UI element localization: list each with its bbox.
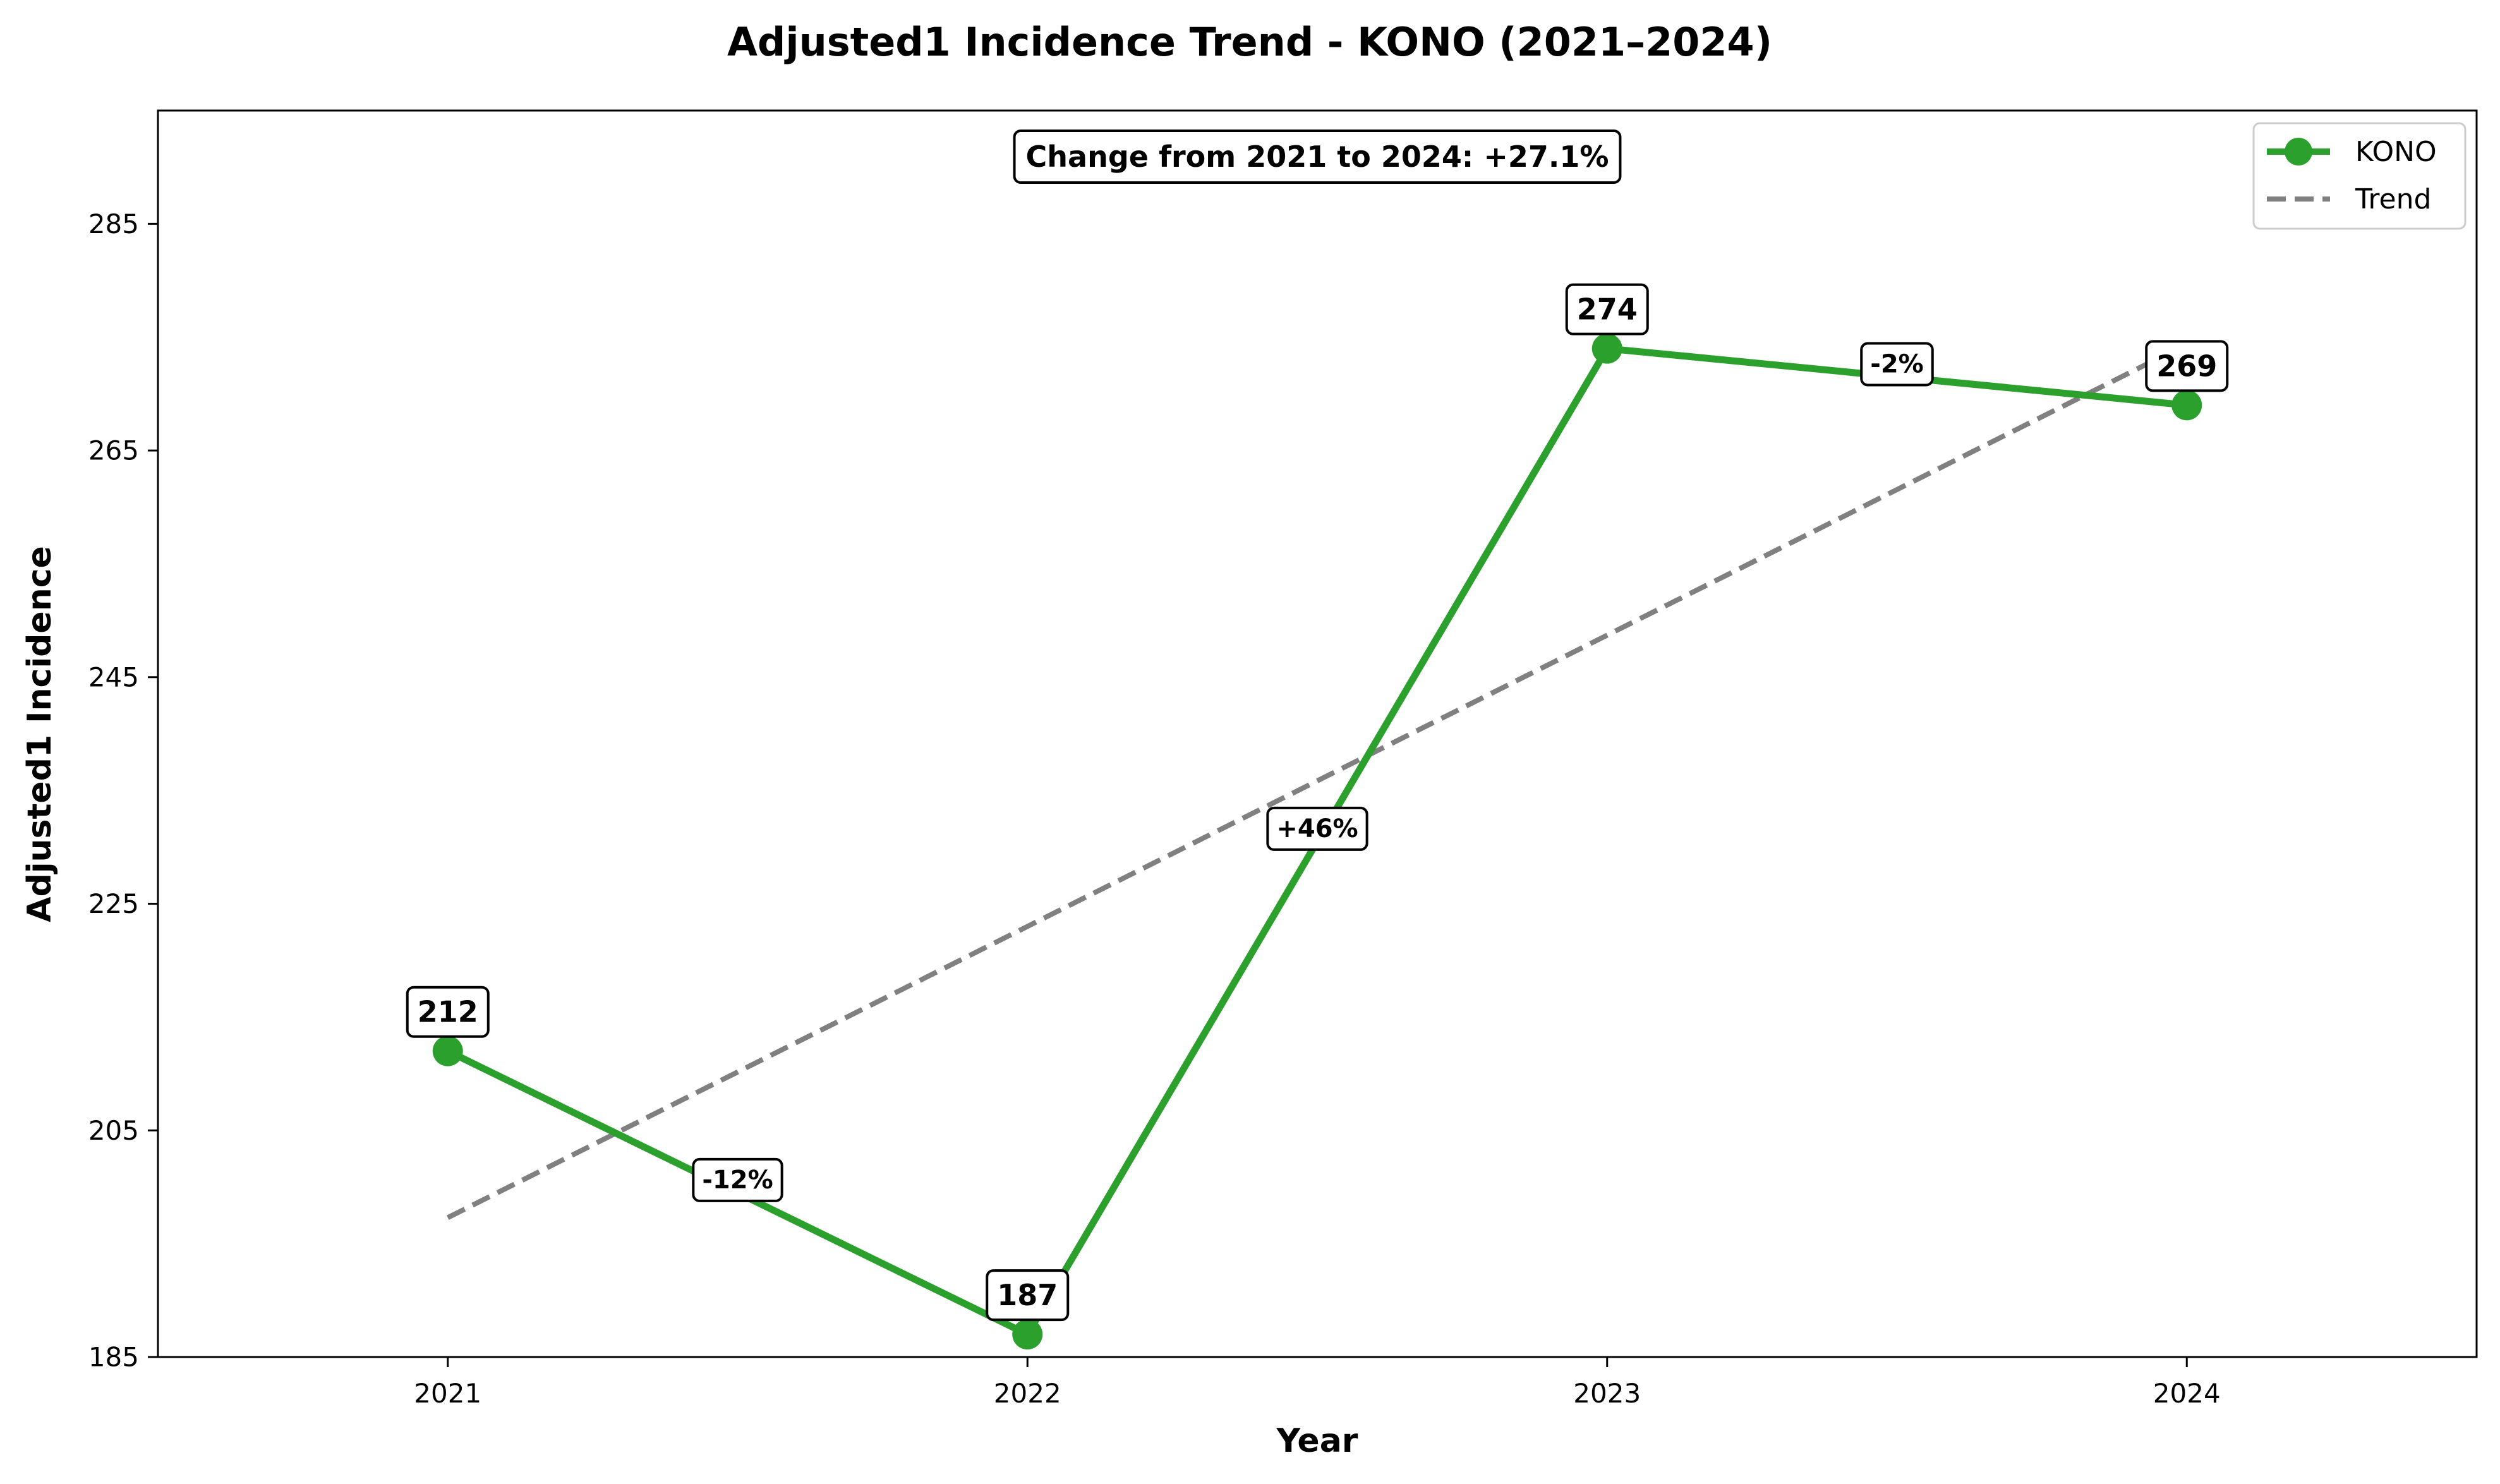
kono-point	[1012, 1319, 1043, 1350]
change-summary-text: Change from 2021 to 2024: +27.1%	[1026, 140, 1609, 174]
kono-value-label-box	[986, 1269, 1070, 1322]
kono-point	[432, 1035, 463, 1066]
y-tick-label: 285	[88, 208, 139, 239]
change-label-box	[1860, 342, 1934, 387]
kono-point	[2171, 390, 2202, 421]
y-tick-label: 185	[88, 1342, 139, 1373]
x-tick-label: 2023	[1573, 1378, 1641, 1409]
kono-value-label-group: 274	[1565, 283, 1649, 335]
y-axis-label: Adjusted1 Incidence	[21, 546, 59, 922]
x-tick-label: 2024	[2153, 1378, 2221, 1409]
labels-layer: 212 187 274 269 -12% +46% -2%	[406, 283, 2229, 1322]
legend: KONO Trend	[2252, 122, 2467, 230]
kono-point	[1591, 333, 1622, 364]
change-label-box	[1266, 806, 1368, 851]
change-summary-box	[1013, 130, 1622, 184]
change-label: +46%	[1276, 814, 1358, 843]
kono-value-label: 187	[997, 1278, 1058, 1312]
trend-layer	[446, 341, 2189, 1220]
y-tick-label: 205	[88, 1115, 139, 1146]
legend-kono-marker	[2285, 138, 2312, 166]
trend-line	[446, 341, 2189, 1220]
kono-value-label: 212	[418, 995, 478, 1029]
kono-value-label: 274	[1577, 293, 1638, 327]
change-label-group: -12%	[692, 1157, 783, 1202]
change-label-box	[692, 1157, 783, 1202]
kono-value-label-group: 187	[986, 1269, 1070, 1322]
kono-value-label-group: 269	[2145, 340, 2229, 392]
legend-trend-label: Trend	[2355, 183, 2431, 215]
change-summary-annotation: Change from 2021 to 2024: +27.1%	[1013, 130, 1622, 184]
kono-value-label-box	[406, 986, 490, 1038]
change-label: -2%	[1870, 350, 1924, 379]
kono-value-label-group: 212	[406, 986, 490, 1038]
kono-value-label-box	[1565, 283, 1649, 335]
plot-frame	[157, 109, 2478, 1358]
kono-value-label: 269	[2156, 349, 2217, 383]
chart-title: Adjusted1 Incidence Trend - KONO (2021–2…	[727, 19, 1772, 65]
x-tick-label: 2021	[414, 1378, 481, 1409]
x-tick-label: 2022	[994, 1378, 1061, 1409]
change-label: -12%	[702, 1166, 773, 1195]
y-tick-label: 265	[88, 435, 139, 466]
y-tick-label: 225	[88, 888, 139, 919]
x-axis-label: Year	[1276, 1422, 1358, 1460]
change-label-group: -2%	[1860, 342, 1934, 387]
legend-kono-label: KONO	[2355, 136, 2437, 168]
kono-value-label-box	[2145, 340, 2229, 392]
axes-layer: 185 205 225 245 265 285 2021 2022 2023 2024	[88, 109, 2478, 1409]
y-tick-label: 245	[88, 661, 139, 692]
change-label-group: +46%	[1266, 806, 1368, 851]
